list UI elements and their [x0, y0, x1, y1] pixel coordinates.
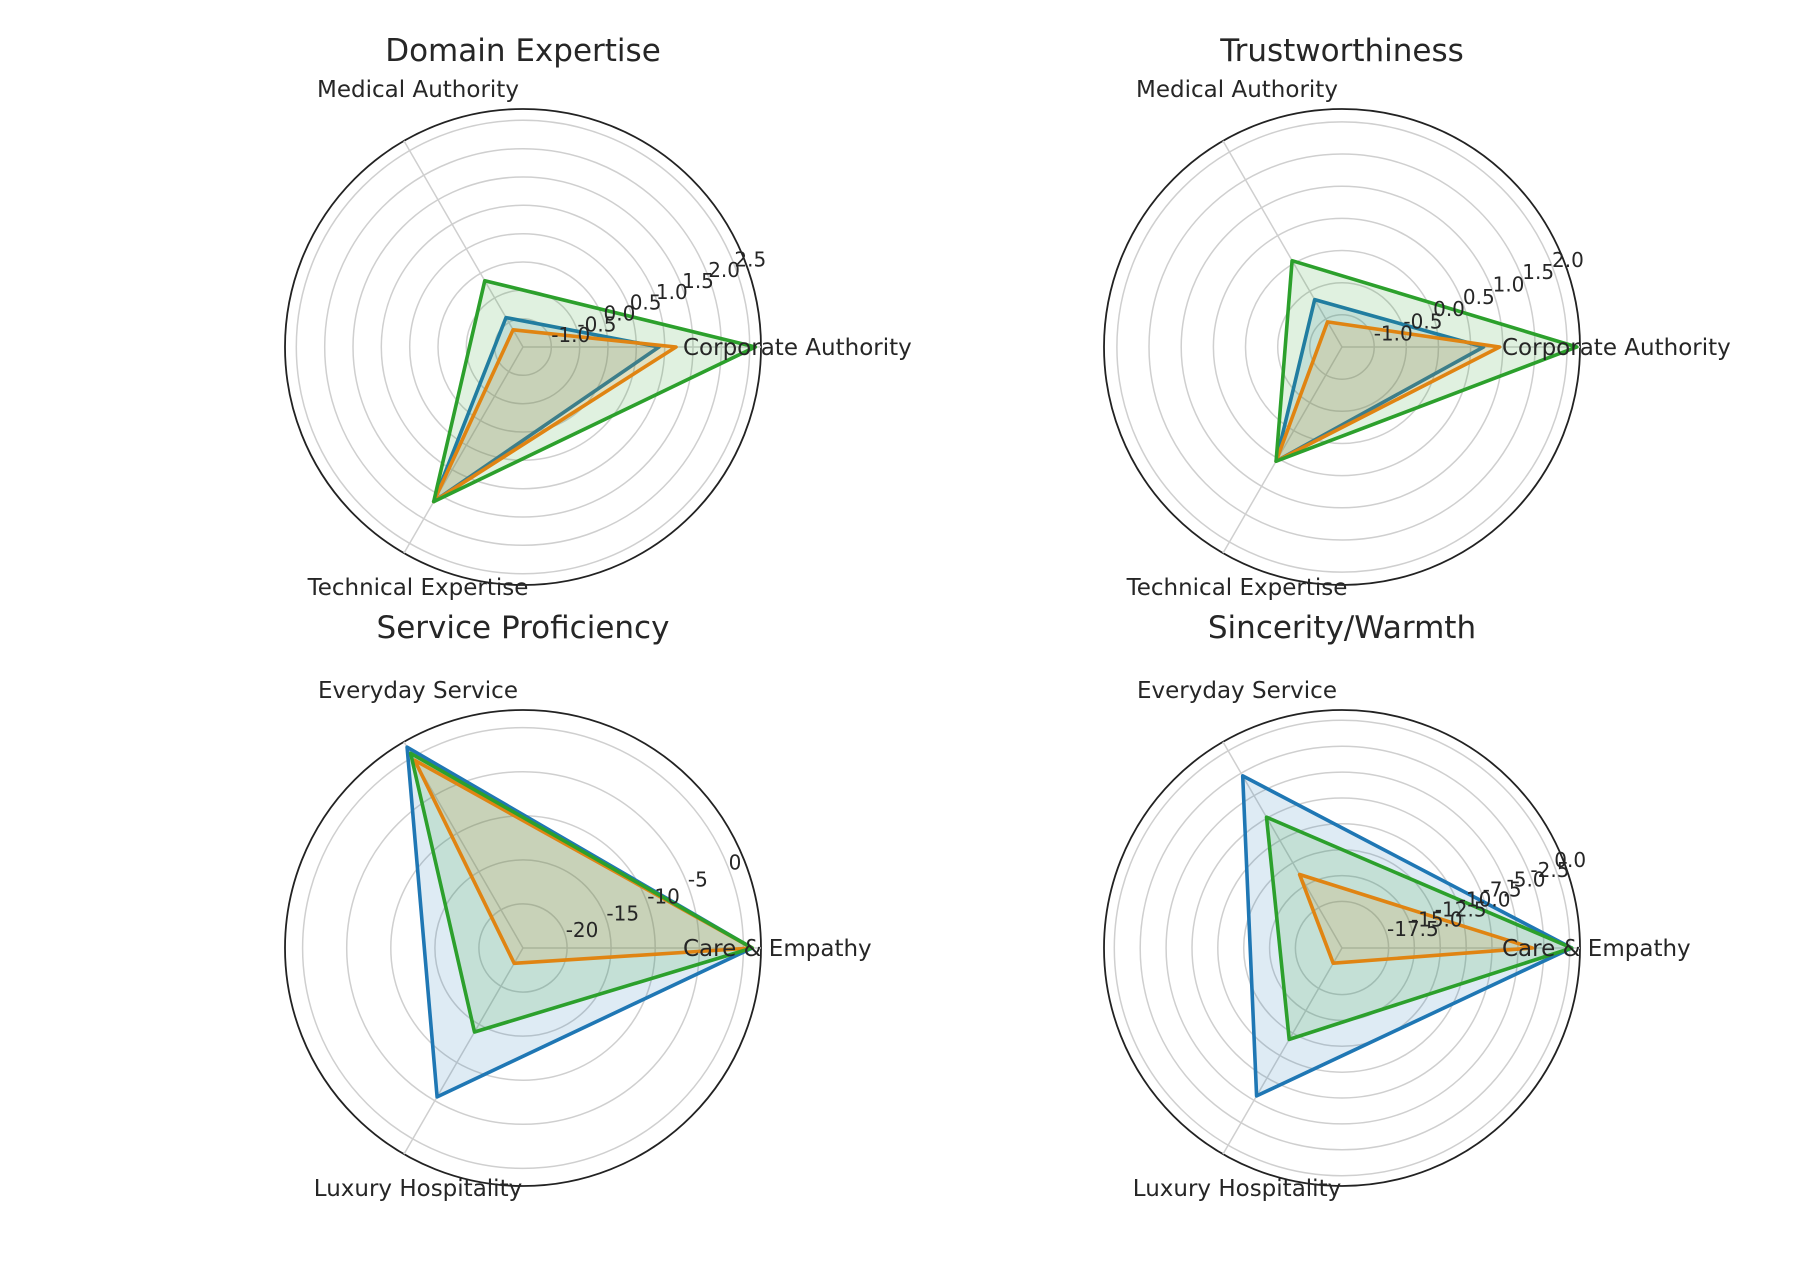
- tick-label: 0.0: [1433, 297, 1465, 321]
- series-area-0: [1276, 299, 1484, 462]
- tick-label: 2.5: [734, 247, 766, 271]
- series-line-0: [1240, 774, 1574, 1098]
- category-label: Technical Expertise: [307, 575, 529, 601]
- tick-label: -20: [566, 918, 599, 942]
- chart-title: Sincerity/Warmth: [1208, 610, 1476, 646]
- series-area-0: [1242, 775, 1572, 1096]
- tick-label: 0.5: [1463, 285, 1495, 309]
- series-line-1: [431, 327, 678, 504]
- category-label: Medical Authority: [1136, 77, 1338, 103]
- radar-panel-0: Domain Expertise -1.0-0.50.00.51.01.52.02…: [284, 33, 912, 601]
- series-area-1: [1299, 874, 1533, 964]
- series-area-2: [410, 753, 753, 1032]
- tick-label: 1.5: [1522, 260, 1554, 284]
- axis-spoke: [403, 947, 524, 1155]
- tick-label: -0.5: [577, 312, 616, 336]
- category-label: Technical Expertise: [1126, 575, 1348, 601]
- tick-label: -5.0: [1507, 868, 1546, 892]
- series-area-1: [414, 760, 753, 964]
- axis-spoke: [1222, 346, 1343, 554]
- tick-label: 0.0: [1554, 848, 1586, 872]
- series-line-2: [1264, 815, 1574, 1042]
- series-area-2: [433, 280, 756, 502]
- tick-label: -15: [606, 901, 639, 925]
- tick-label: 0: [729, 851, 742, 875]
- series-area-2: [1266, 817, 1572, 1040]
- category-label: Care & Empathy: [683, 936, 872, 962]
- axis-spoke: [403, 346, 524, 554]
- tick-label: -7.5: [1483, 878, 1522, 902]
- tick-label: 0.5: [630, 291, 662, 315]
- category-label: Everyday Service: [1137, 678, 1337, 704]
- tick-label: 1.0: [656, 280, 688, 304]
- category-label: Luxury Hospitality: [1133, 1176, 1341, 1202]
- series-line-1: [1274, 320, 1502, 464]
- tick-label: -2.5: [1530, 858, 1569, 882]
- tick-label: -0.5: [1403, 309, 1442, 333]
- series-line-2: [408, 751, 755, 1034]
- series-area-2: [1276, 260, 1577, 462]
- category-label: Care & Empathy: [1502, 936, 1691, 962]
- series-line-2: [1274, 258, 1579, 464]
- series-line-2: [431, 278, 758, 504]
- radar-panel-1: Trustworthiness -1.0-0.50.00.51.01.52.0 Co…: [1103, 33, 1731, 601]
- radar-panel-2: Service Proficiency -20 -15 -10 -5 0 Care & Em…: [284, 610, 872, 1202]
- category-label: Everyday Service: [318, 678, 518, 704]
- axis-spoke: [403, 140, 524, 348]
- tick-label: -12.5: [1435, 897, 1487, 921]
- category-label: Corporate Authority: [683, 335, 912, 361]
- axis-spoke: [1222, 140, 1343, 348]
- tick-label: -1.0: [1374, 322, 1413, 346]
- axis-spoke: [1222, 947, 1343, 1155]
- series-line-1: [1297, 872, 1535, 966]
- tick-label: -10: [647, 884, 680, 908]
- series-line-1: [412, 758, 755, 966]
- radar-panel-3: Sincerity/Warmth -17.5-15.0-12.5-10.0-7.5…: [1103, 610, 1691, 1202]
- series-area-0: [407, 747, 753, 1097]
- category-label: Corporate Authority: [1502, 335, 1731, 361]
- tick-label: -15.0: [1411, 907, 1463, 931]
- chart-title: Trustworthiness: [1219, 33, 1464, 69]
- tick-label: 2.0: [1552, 248, 1584, 272]
- tick-label: -5: [688, 868, 708, 892]
- tick-label: 1.5: [682, 269, 714, 293]
- series-area-1: [1276, 321, 1500, 462]
- series-area-0: [433, 317, 659, 502]
- series-line-0: [431, 315, 661, 504]
- tick-label: 0.0: [604, 302, 636, 326]
- tick-label: 2.0: [708, 258, 740, 282]
- category-label: Medical Authority: [317, 77, 519, 103]
- chart-title: Service Proficiency: [377, 610, 670, 646]
- tick-label: 1.0: [1493, 273, 1525, 297]
- category-label: Luxury Hospitality: [314, 1176, 522, 1202]
- tick-label: -10.0: [1459, 888, 1511, 912]
- tick-label: -17.5: [1387, 917, 1439, 941]
- series-line-0: [1274, 297, 1486, 464]
- tick-label: -1.0: [551, 323, 590, 347]
- chart-title: Domain Expertise: [385, 33, 661, 69]
